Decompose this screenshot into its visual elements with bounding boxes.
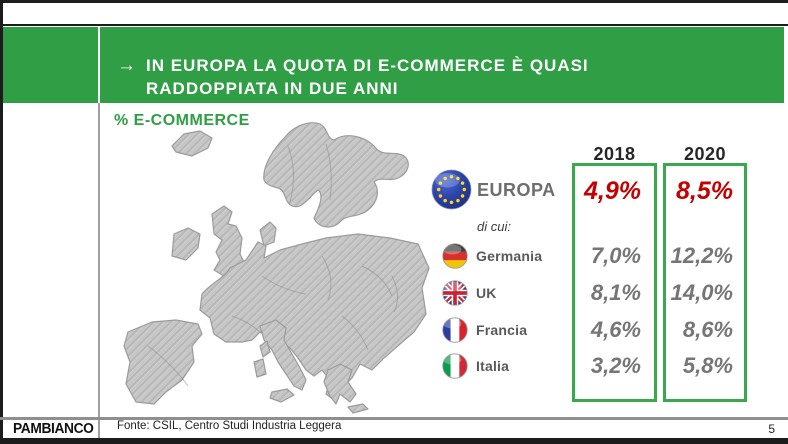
column-header-2020: 2020 <box>683 144 727 164</box>
row-label-germania: Germania <box>476 248 543 264</box>
value-francia-2020: 8,6% <box>682 317 733 342</box>
subnote-di-cui: di cui: <box>477 219 511 234</box>
row-label-francia: Francia <box>476 322 528 338</box>
eu-flag-icon <box>431 169 472 210</box>
slide-top-border <box>0 0 788 3</box>
value-italia-2020: 5,8% <box>682 353 733 378</box>
germany-flag-icon <box>442 243 468 269</box>
slide-top-rule <box>0 24 788 26</box>
slide-left-border <box>0 0 3 444</box>
source-note: Fonte: CSIL, Centro Studi Industria Legg… <box>117 420 342 432</box>
header-band <box>3 27 784 103</box>
italy-flag-icon <box>442 353 468 379</box>
content-divider <box>98 103 100 438</box>
value-europa-2020: 8,5% <box>676 177 733 205</box>
row-label-italia: Italia <box>476 358 510 374</box>
uk-flag-icon <box>442 280 468 306</box>
footer-rule <box>0 417 788 420</box>
slide-bottom-border <box>0 438 788 444</box>
slide-title: → IN EUROPA LA QUOTA DI E-COMMERCE È QUA… <box>117 54 589 100</box>
values-box-2020 <box>663 163 747 402</box>
value-uk-2018: 8,1% <box>590 280 641 305</box>
header-divider <box>98 27 100 103</box>
title-line-2: RADDOPPIATA IN DUE ANNI <box>146 79 399 98</box>
value-germania-2020: 12,2% <box>670 243 733 268</box>
value-italia-2018: 3,2% <box>590 353 641 378</box>
value-uk-2020: 14,0% <box>670 280 733 305</box>
france-flag-icon <box>442 317 468 343</box>
value-francia-2018: 4,6% <box>590 317 641 342</box>
page-number: 5 <box>768 422 775 436</box>
europe-map <box>123 122 430 414</box>
section-label: % E-COMMERCE <box>114 112 250 129</box>
title-line-1: IN EUROPA LA QUOTA DI E-COMMERCE È QUASI <box>146 56 589 75</box>
row-label-europa: EUROPA <box>477 180 556 200</box>
value-europa-2018: 4,9% <box>584 177 641 205</box>
row-label-uk: UK <box>476 285 497 301</box>
values-box-2018 <box>572 163 657 402</box>
column-header-2018: 2018 <box>593 144 636 164</box>
value-germania-2018: 7,0% <box>590 243 641 268</box>
arrow-icon: → <box>117 55 136 76</box>
